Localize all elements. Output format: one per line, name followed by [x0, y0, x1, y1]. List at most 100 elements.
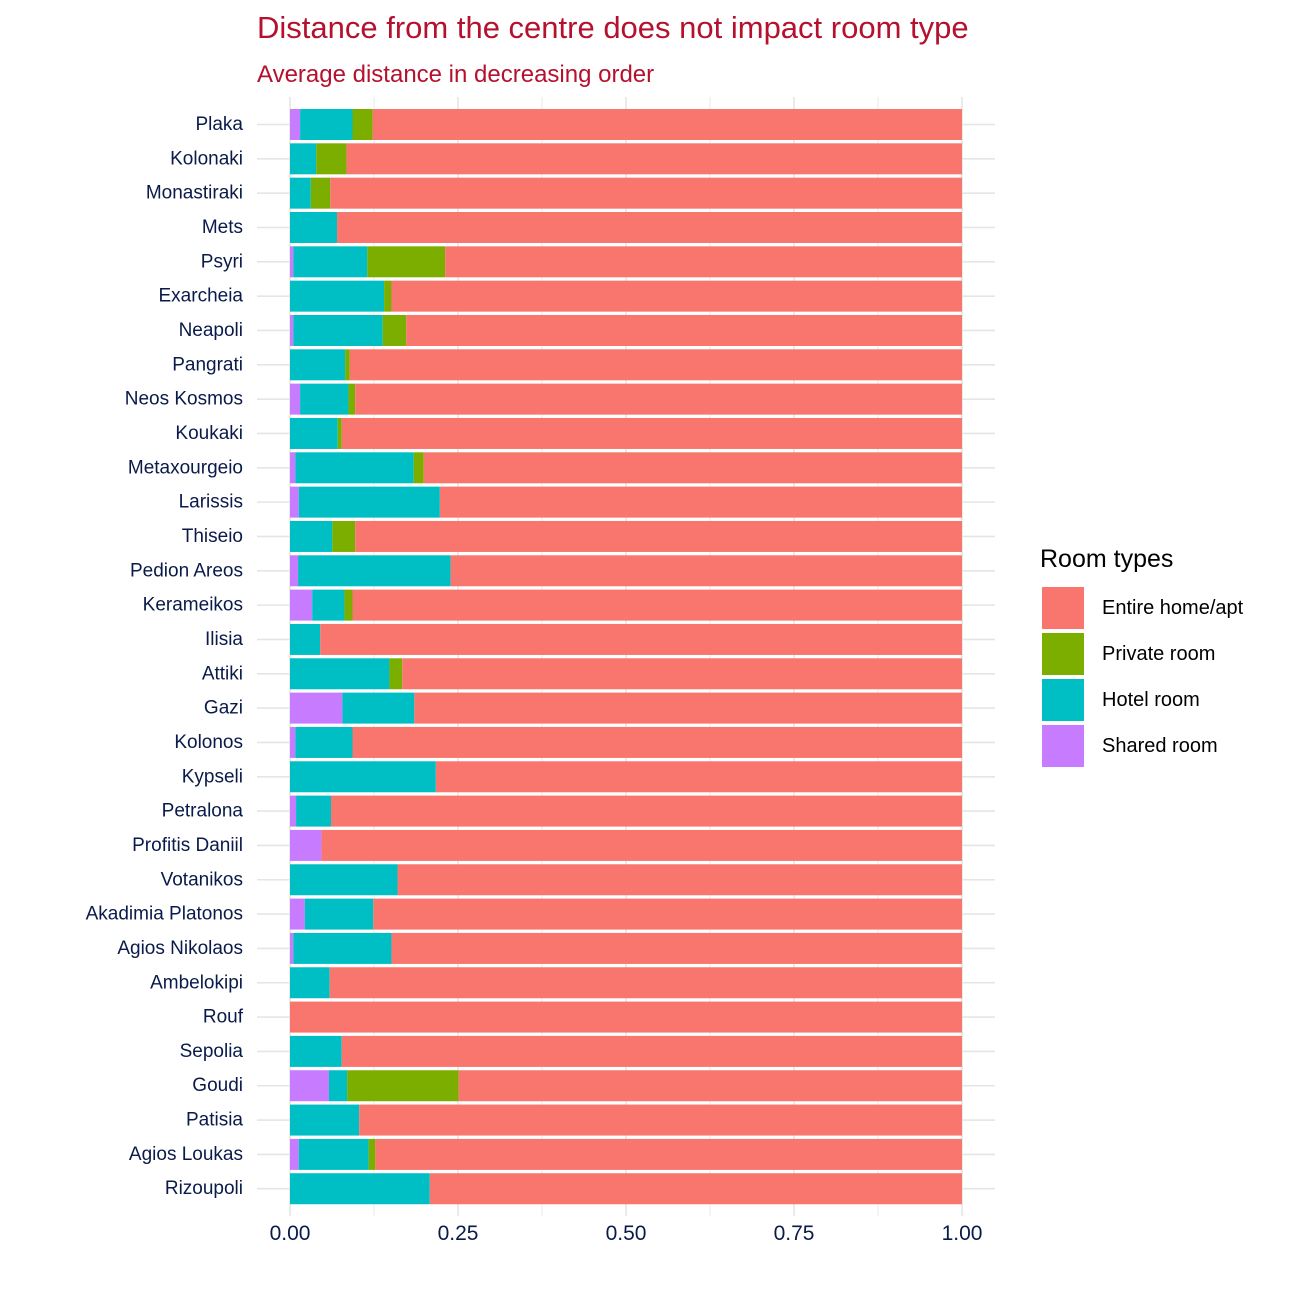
x-tick-label: 0.50	[606, 1222, 647, 1245]
bar-segment-shared-room	[290, 589, 313, 621]
y-tick-label: Profitis Daniil	[132, 835, 243, 856]
bar-segment-hotel-room	[290, 177, 311, 209]
bar-segment-private-room	[382, 314, 407, 346]
y-tick-label: Goudi	[192, 1075, 243, 1096]
bar-segment-entire-home-apt	[414, 692, 962, 724]
bar-segment-shared-room	[290, 1070, 329, 1102]
bar-segment-entire-home-apt	[458, 1070, 962, 1102]
x-tick-label: 0.00	[270, 1222, 311, 1245]
bar-segment-hotel-room	[312, 589, 345, 621]
bar-segment-private-room	[347, 1070, 459, 1102]
bar-segment-entire-home-apt	[391, 280, 962, 312]
bar-segment-entire-home-apt	[341, 1035, 962, 1067]
bar-segment-hotel-room	[290, 349, 346, 381]
bar-segment-entire-home-apt	[373, 898, 962, 930]
legend-title: Room types	[1040, 545, 1173, 573]
y-tick-label: Monastiraki	[146, 183, 243, 204]
x-tick-label: 1.00	[942, 1222, 983, 1245]
bar-segment-private-room	[332, 520, 356, 552]
bar-segment-entire-home-apt	[329, 967, 962, 999]
bar-segment-private-room	[348, 383, 356, 415]
y-tick-label: Exarcheia	[159, 286, 244, 307]
bar-segment-private-room	[367, 246, 446, 278]
bar-segment-hotel-room	[328, 1070, 348, 1102]
bar-segment-entire-home-apt	[321, 829, 963, 861]
bar-segment-private-room	[368, 1138, 376, 1170]
bar-segment-private-room	[344, 589, 353, 621]
y-tick-label: Pedion Areos	[130, 560, 243, 581]
bar-segment-shared-room	[290, 383, 301, 415]
bar-segment-hotel-room	[293, 314, 383, 346]
bar-segment-entire-home-apt	[355, 520, 963, 552]
bar-segment-entire-home-apt	[320, 623, 962, 655]
y-tick-label: Neos Kosmos	[125, 389, 243, 410]
bar-segment-entire-home-apt	[372, 109, 962, 140]
bar-segment-hotel-room	[290, 417, 338, 449]
bar-segment-shared-room	[290, 452, 296, 484]
bar-segment-hotel-room	[290, 280, 385, 312]
y-tick-label: Petralona	[162, 801, 244, 822]
bar-segment-hotel-room	[300, 383, 349, 415]
bar-segment-entire-home-apt	[450, 555, 962, 587]
bar-segment-private-room	[352, 109, 373, 140]
y-tick-label: Kolonos	[174, 732, 243, 753]
x-tick-label: 0.75	[774, 1222, 815, 1245]
y-tick-label: Kolonaki	[170, 148, 243, 169]
bar-segment-entire-home-apt	[439, 486, 963, 518]
bar-segment-shared-room	[290, 932, 294, 964]
bar-segment-entire-home-apt	[435, 761, 963, 793]
bar-segment-shared-room	[290, 246, 294, 278]
y-tick-label: Neapoli	[179, 320, 243, 341]
bar-segment-private-room	[337, 417, 342, 449]
legend-key	[1042, 587, 1084, 629]
bar-segment-shared-room	[290, 314, 294, 346]
legend-label: Private room	[1102, 643, 1215, 665]
bar-segment-shared-room	[290, 795, 297, 827]
y-tick-label: Psyri	[201, 251, 243, 272]
bar-segment-entire-home-apt	[429, 1173, 962, 1205]
bar-segment-hotel-room	[290, 143, 317, 175]
y-tick-label: Metaxourgeio	[128, 457, 243, 478]
bar-segment-hotel-room	[293, 246, 368, 278]
y-tick-label: Agios Loukas	[129, 1144, 243, 1165]
y-tick-label: Koukaki	[175, 423, 243, 444]
bar-segment-entire-home-apt	[346, 143, 962, 175]
bar-segment-private-room	[316, 143, 347, 175]
y-tick-label: Gazi	[204, 698, 243, 719]
bar-segment-entire-home-apt	[330, 795, 962, 827]
legend-key	[1042, 725, 1084, 767]
bar-segment-private-room	[389, 658, 403, 690]
legend-key	[1042, 633, 1084, 675]
bar-segment-shared-room	[290, 829, 322, 861]
bar-segment-entire-home-apt	[391, 932, 962, 964]
bar-segment-entire-home-apt	[337, 211, 962, 243]
y-tick-label: Plaka	[195, 114, 243, 135]
bar-segment-entire-home-apt	[330, 177, 962, 209]
bar-segment-entire-home-apt	[352, 726, 963, 758]
bar-segment-hotel-room	[290, 211, 338, 243]
bar-segment-shared-room	[290, 726, 296, 758]
bar-segment-hotel-room	[290, 761, 436, 793]
y-tick-label: Attiki	[202, 663, 243, 684]
y-tick-label: Mets	[202, 217, 243, 238]
bar-segment-private-room	[310, 177, 331, 209]
bar-segment-hotel-room	[290, 1104, 360, 1136]
bar-segment-entire-home-apt	[397, 864, 962, 896]
bar-segment-entire-home-apt	[423, 452, 962, 484]
bar-segment-hotel-room	[298, 486, 440, 518]
bar-segment-entire-home-apt	[375, 1138, 962, 1170]
legend: Room types Entire home/apt Private room Ho…	[1040, 545, 1244, 767]
y-tick-label: Akadimia Platonos	[86, 904, 243, 925]
y-axis-tick-labels: Plaka Kolonaki Monastiraki Mets Psyri Exarche…	[86, 114, 244, 1199]
bar-segment-hotel-room	[290, 623, 321, 655]
y-tick-label: Patisia	[186, 1110, 243, 1131]
legend-label: Shared room	[1102, 735, 1218, 757]
y-tick-label: Ilisia	[205, 629, 243, 650]
bar-segment-hotel-room	[290, 864, 398, 896]
y-tick-label: Ambelokipi	[150, 972, 243, 993]
bar-segment-hotel-room	[342, 692, 415, 724]
y-tick-label: Rouf	[203, 1007, 244, 1028]
bar-segment-hotel-room	[290, 520, 333, 552]
legend-label: Hotel room	[1102, 689, 1200, 711]
